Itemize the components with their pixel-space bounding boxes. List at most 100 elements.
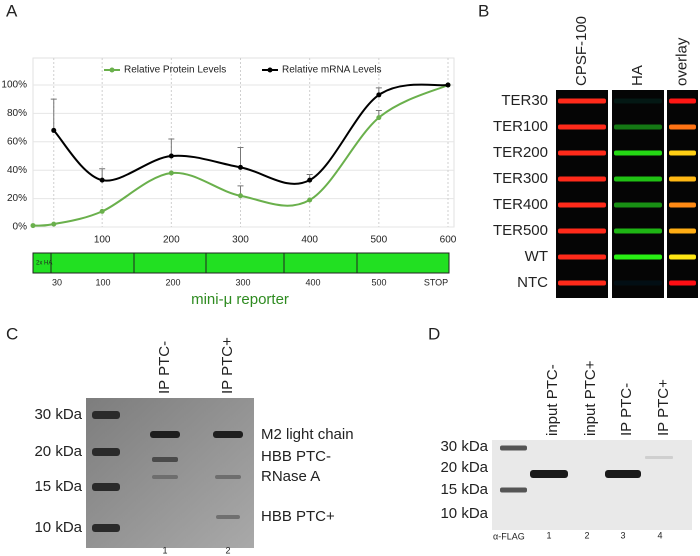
panel-label: A [6, 1, 18, 20]
gel-column [556, 90, 608, 298]
x-tick-label: 300 [232, 235, 249, 246]
data-point [30, 223, 36, 229]
band-annotation: HBB PTC+ [261, 508, 335, 525]
lane-number: 4 [657, 530, 662, 540]
plot-frame [32, 57, 455, 228]
x-tick-label: 500 [370, 235, 387, 246]
row-label: NTC [517, 274, 548, 291]
data-point [99, 177, 105, 183]
band-annotation: RNase A [261, 468, 320, 485]
band-red [558, 228, 606, 234]
lane-header: input PTC+ [582, 360, 599, 436]
row-label: TER200 [493, 144, 548, 161]
x-tick-label: 100 [94, 235, 111, 246]
band-red [558, 254, 606, 260]
gel-column [667, 90, 698, 298]
x-tick-label: 400 [301, 235, 318, 246]
gel [492, 440, 692, 530]
column-header: overlay [673, 37, 690, 86]
error-bar [50, 98, 57, 131]
band-green [614, 280, 662, 286]
marker-label: 30 kDa [34, 406, 82, 423]
y-tick-label: 60% [7, 136, 27, 147]
panel-label: D [428, 324, 440, 343]
reporter-label: mini-μ reporter [191, 291, 289, 308]
lane-header: IP PTC- [618, 383, 635, 436]
data-point [445, 82, 451, 88]
lane-number: 1 [546, 530, 551, 540]
band-overlay [669, 254, 696, 260]
y-tick-label: 80% [7, 108, 27, 119]
panel-label: C [6, 324, 18, 343]
lane-header: IP PTC+ [655, 379, 672, 436]
band-green [614, 98, 662, 104]
lane-header: IP PTC- [156, 341, 173, 394]
error-bar [237, 146, 244, 168]
reporter-position: 300 [235, 277, 250, 287]
lane-number: 1 [162, 545, 167, 555]
band-red [558, 124, 606, 130]
band-annotation: M2 light chain [261, 426, 354, 443]
legend-label: Relative mRNA Levels [282, 65, 381, 76]
band-overlay [669, 150, 696, 156]
marker-band [92, 411, 120, 419]
band-overlay [669, 98, 696, 104]
legend-label: Relative Protein Levels [124, 65, 226, 76]
reporter-position: 400 [305, 277, 320, 287]
marker-band [92, 483, 120, 491]
y-tick-label: 40% [7, 165, 27, 176]
band-faint [645, 456, 673, 459]
marker-label: 20 kDa [440, 459, 488, 476]
reporter-position: 200 [165, 277, 180, 287]
lane-number: 2 [584, 530, 589, 540]
band-green [614, 124, 662, 130]
marker-band [92, 448, 120, 456]
marker-label: 15 kDa [440, 481, 488, 498]
data-point [238, 193, 243, 199]
band-green [614, 150, 662, 156]
x-tick-label: 200 [163, 235, 180, 246]
marker-label: 10 kDa [440, 505, 488, 522]
x-tick-label: 600 [440, 235, 457, 246]
band [213, 431, 243, 438]
row-label: TER400 [493, 196, 548, 213]
reporter-position: STOP [424, 277, 448, 287]
data-point [51, 127, 57, 133]
reporter-bar [32, 252, 450, 274]
row-label: TER30 [501, 92, 548, 109]
marker-band [500, 487, 527, 493]
marker-label: 10 kDa [34, 519, 82, 536]
panel-label: B [478, 1, 489, 20]
column-header: CPSF-100 [573, 16, 590, 86]
antibody-label: α-FLAG [493, 531, 525, 541]
band-annotation: HBB PTC- [261, 448, 331, 465]
band-overlay [669, 202, 696, 208]
band-green [614, 228, 662, 234]
row-label: TER500 [493, 222, 548, 239]
error-bar [168, 138, 175, 156]
data-point [238, 164, 243, 170]
data-point [168, 153, 174, 159]
marker-label: 15 kDa [34, 478, 82, 495]
y-tick-label: 100% [1, 80, 27, 91]
band-overlay [669, 124, 696, 130]
reporter-position: 30 [52, 277, 62, 287]
data-point [307, 197, 313, 203]
band-red [558, 202, 606, 208]
marker-label: 20 kDa [34, 443, 82, 460]
data-point [376, 115, 382, 121]
band [605, 470, 641, 478]
series-line [32, 84, 449, 227]
band-red [558, 98, 606, 104]
marker-label: 30 kDa [440, 438, 488, 455]
band-red [558, 150, 606, 156]
marker-band [500, 445, 527, 451]
band-green [614, 176, 662, 182]
legend-dot [109, 67, 115, 73]
band-faint [152, 475, 178, 479]
marker-band [92, 524, 120, 532]
legend-dot [267, 67, 273, 73]
band-overlay [669, 176, 696, 182]
row-label: WT [525, 248, 548, 265]
